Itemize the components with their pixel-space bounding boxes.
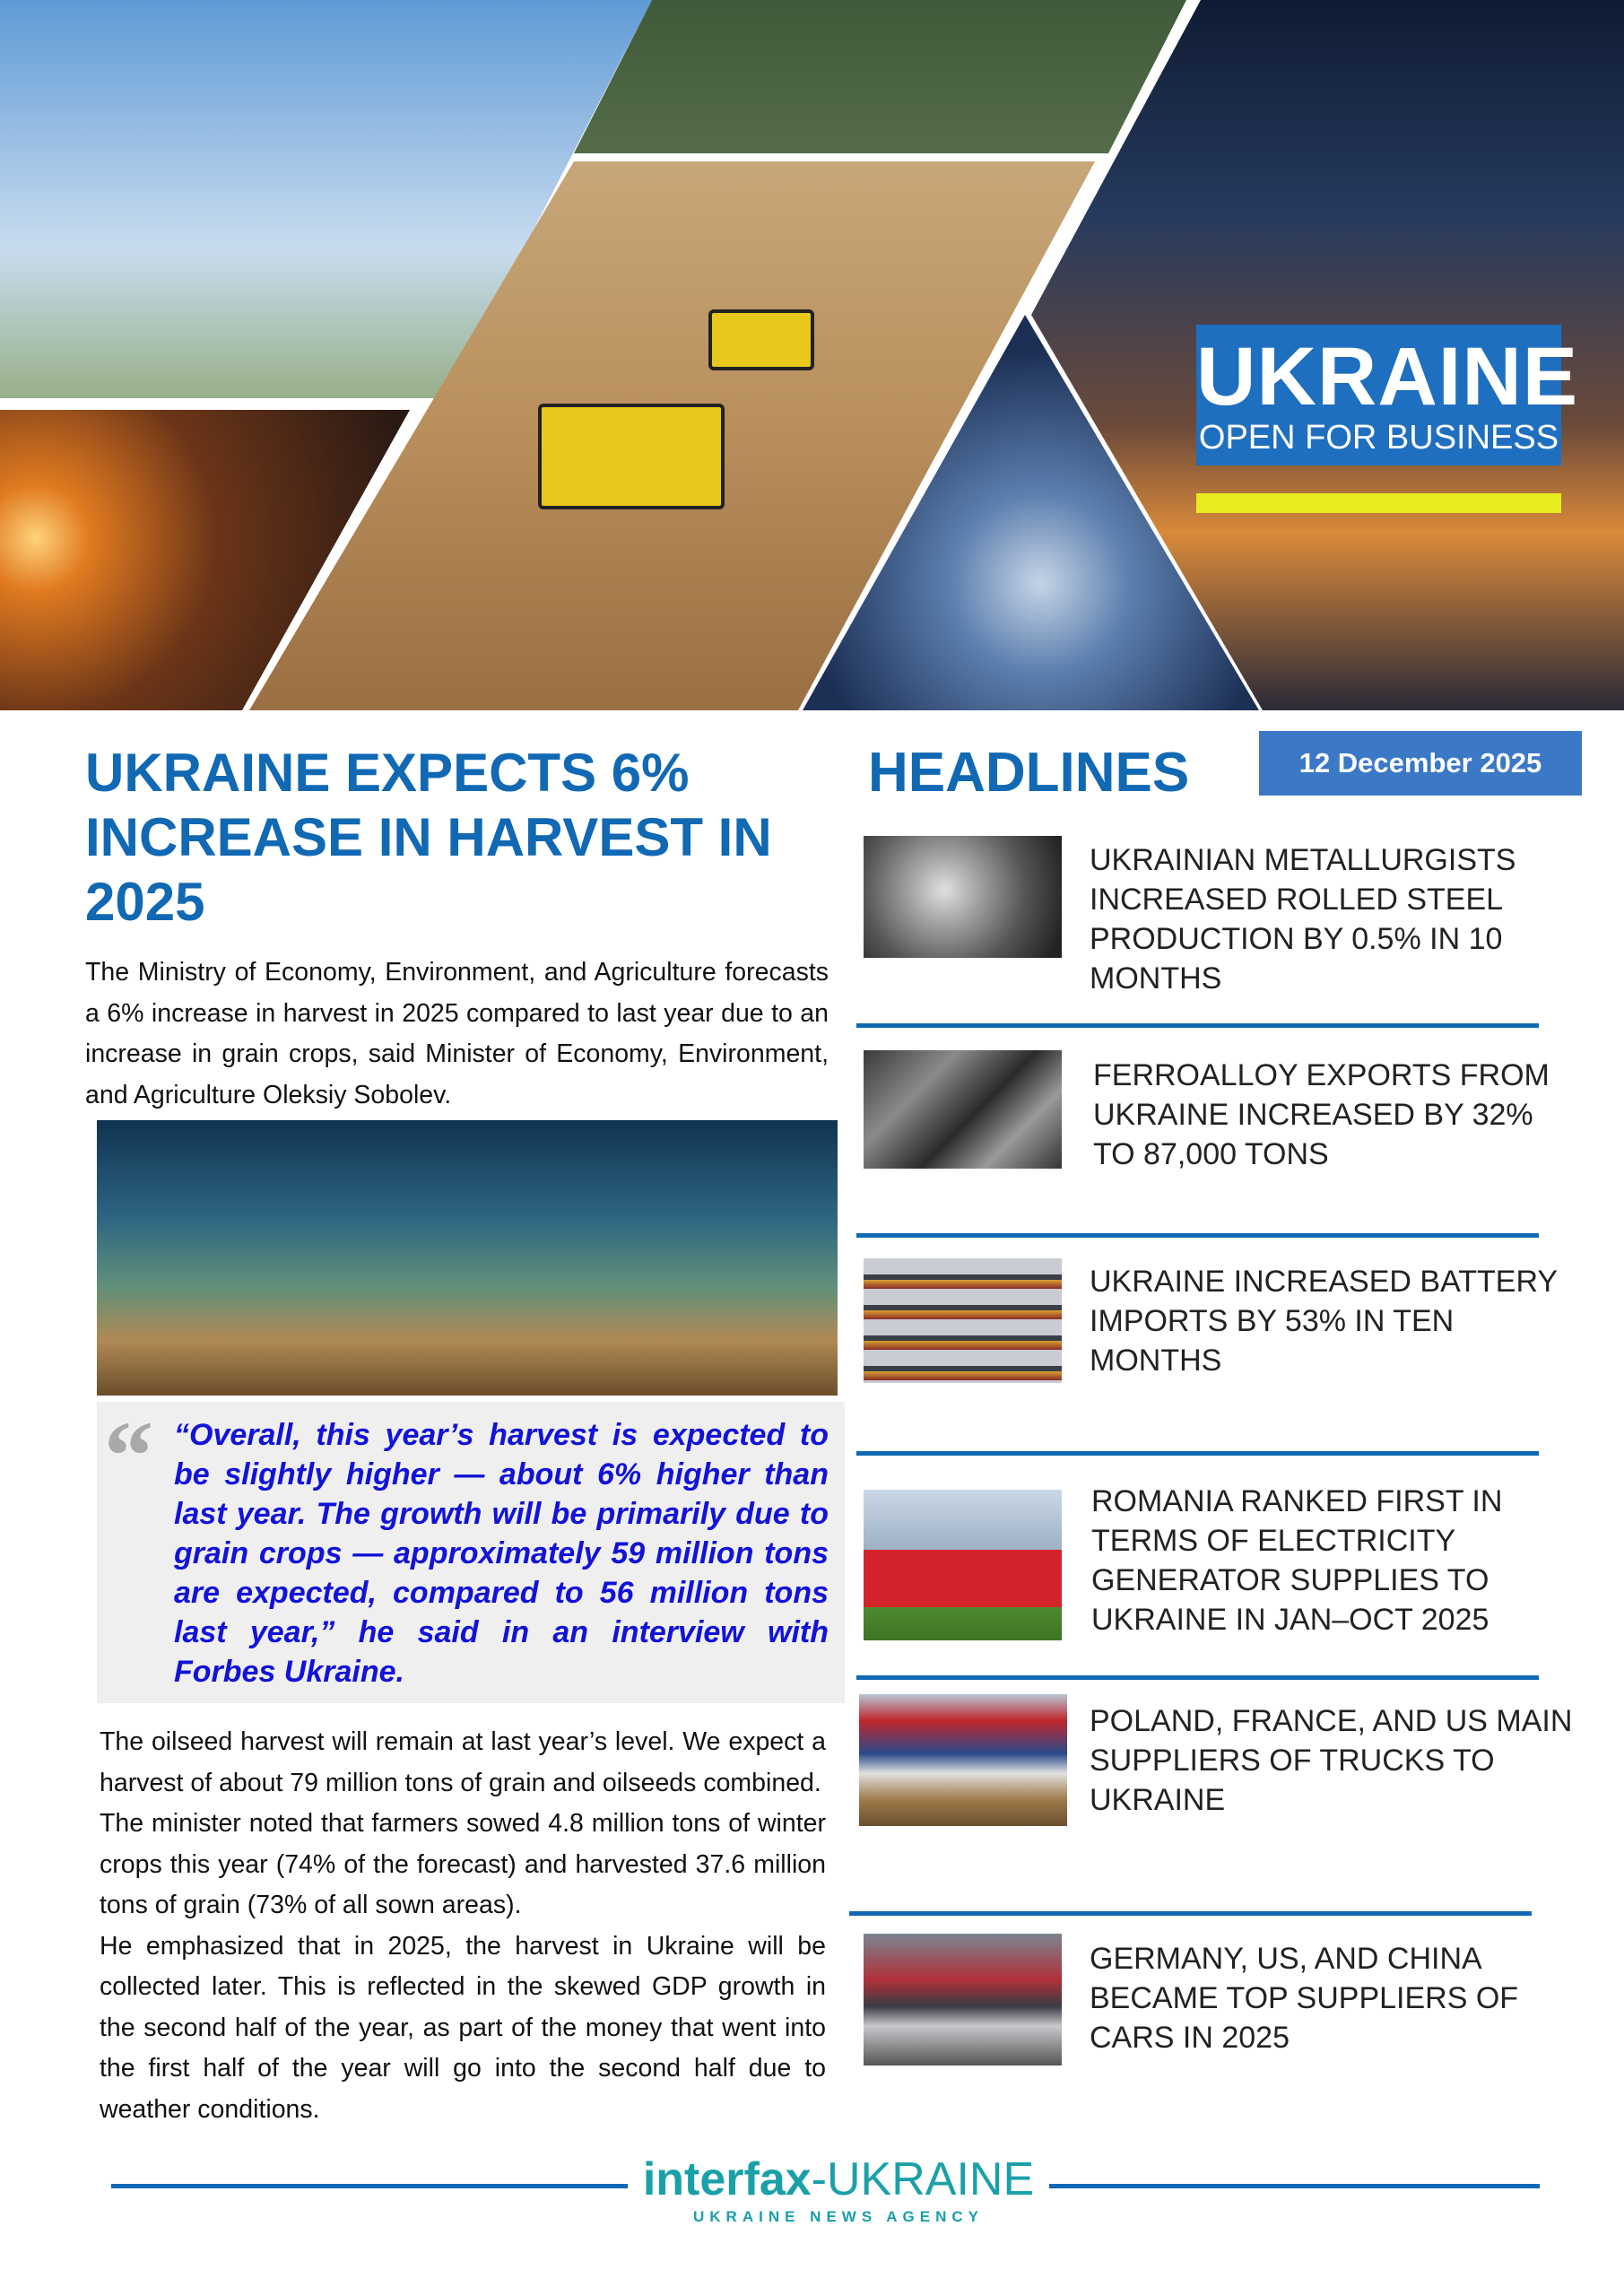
brand-title: UKRAINE <box>1196 331 1579 422</box>
headline-image-ferroalloy[interactable] <box>864 1050 1062 1169</box>
headline-image-steel[interactable] <box>864 836 1062 958</box>
headline-link[interactable]: GERMANY, US, AND CHINA BECAME TOP SUPPLI… <box>1090 1942 1519 2055</box>
quote-mark-icon: “ <box>104 1401 153 1510</box>
logo-ukraine: -UKRAINE <box>811 2153 1035 2205</box>
article-body: The oilseed harvest will remain at last … <box>100 1722 826 2130</box>
airplane-photo <box>574 0 1186 153</box>
headlines-title: HEADLINES <box>868 742 1190 804</box>
headline-image-trucks[interactable] <box>859 1694 1067 1826</box>
divider <box>856 1451 1539 1456</box>
interfax-ukraine-logo: interfax-UKRAINE UKRAINE NEWS AGENCY <box>628 2152 1049 2239</box>
headline-image-generator[interactable] <box>864 1490 1062 1640</box>
date-badge: 12 December 2025 <box>1259 731 1582 796</box>
headline-link[interactable]: FERROALLOY EXPORTS FROM UKRAINE INCREASE… <box>1093 1058 1550 1171</box>
wheat-photo <box>97 1120 838 1396</box>
article-paragraph: He emphasized that in 2025, the harvest … <box>100 1931 826 2124</box>
headline-image-cars[interactable] <box>864 1934 1062 2066</box>
brand-box: UKRAINE OPEN FOR BUSINESS <box>1196 325 1579 465</box>
logo-interfax: interfax <box>642 2153 812 2205</box>
headline-link[interactable]: ROMANIA RANKED FIRST IN TERMS OF ELECTRI… <box>1091 1484 1503 1637</box>
article-paragraph: The minister noted that farmers sowed 4.… <box>100 1809 826 1919</box>
headline-image-battery[interactable] <box>864 1258 1062 1383</box>
logo-tagline: UKRAINE NEWS AGENCY <box>693 2208 984 2225</box>
brand-subtitle: OPEN FOR BUSINESS <box>1198 419 1559 457</box>
headline-link[interactable]: UKRAINIAN METALLURGISTS INCREASED ROLLED… <box>1090 843 1516 996</box>
divider <box>856 1023 1539 1028</box>
divider <box>856 1675 1539 1680</box>
article-intro: The Ministry of Economy, Environment, an… <box>85 958 829 1109</box>
divider <box>856 1233 1539 1238</box>
quote-box <box>97 1402 845 1703</box>
headline-link[interactable]: POLAND, FRANCE, AND US MAIN SUPPLIERS OF… <box>1090 1704 1573 1817</box>
hero-collage: UKRAINE OPEN FOR BUSINESS <box>0 0 1624 710</box>
article-paragraph: The oilseed harvest will remain at last … <box>100 1727 826 1797</box>
article-title: UKRAINE EXPECTS 6% INCREASE IN HARVEST I… <box>85 743 772 932</box>
headline-link[interactable]: UKRAINE INCREASED BATTERY IMPORTS BY 53%… <box>1090 1265 1558 1378</box>
brand-bar <box>1196 493 1561 513</box>
quote-text: “Overall, this year’s harvest is expecte… <box>174 1418 829 1689</box>
divider <box>849 1911 1532 1916</box>
